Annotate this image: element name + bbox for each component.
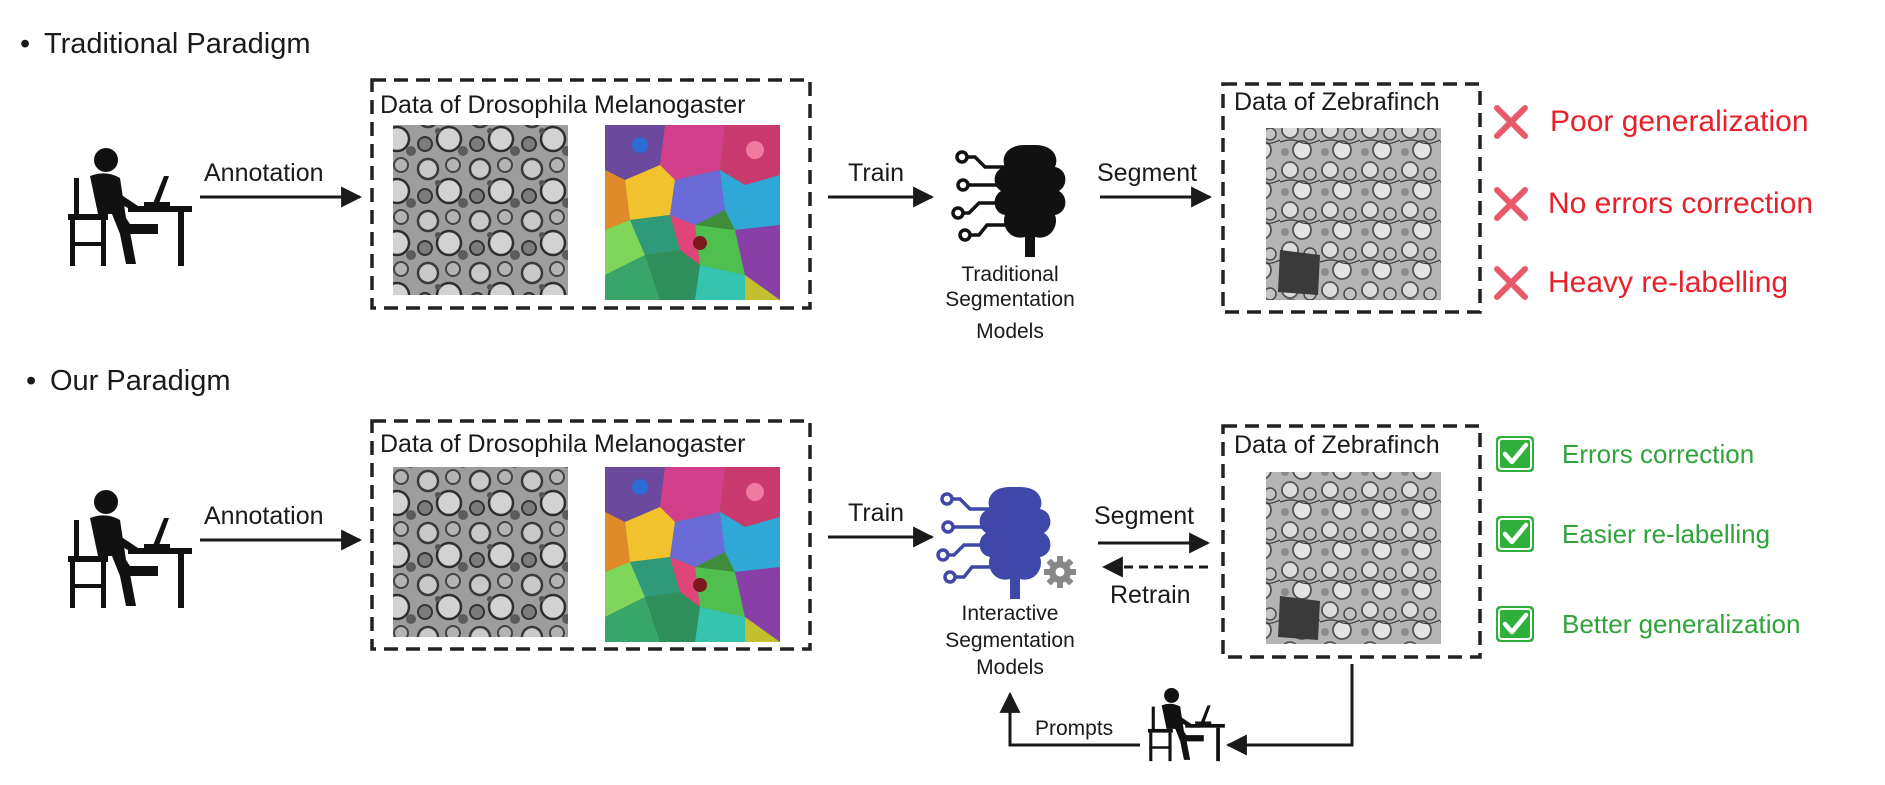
- train-label: Train: [848, 159, 904, 187]
- train-label: Train: [848, 499, 904, 527]
- em-dark-region: [1278, 250, 1320, 295]
- gear-icon: [1044, 556, 1076, 588]
- zebrafinch-data-title: Data of Zebrafinch: [1234, 431, 1440, 459]
- drosophila-data-title: Data of Drosophila Melanogaster: [380, 91, 745, 119]
- brain-circuit-icon: [951, 143, 1068, 259]
- benefit-3: Better generalization: [1562, 609, 1800, 639]
- brain-circuit-gear-icon: [936, 485, 1053, 601]
- model-caption-3: Models: [976, 320, 1044, 343]
- drosophila-data-title: Data of Drosophila Melanogaster: [380, 430, 745, 458]
- em-image: [393, 467, 568, 637]
- bullet: •: [20, 28, 30, 60]
- bullet: •: [26, 365, 36, 397]
- prompts-arrow: [999, 691, 1140, 747]
- checkmark-icon: [1496, 516, 1534, 552]
- our-heading: Our Paradigm: [50, 365, 231, 397]
- drosophila-data-box: [370, 78, 812, 310]
- annotation-label: Annotation: [204, 159, 324, 187]
- model-caption-3: Models: [976, 656, 1044, 679]
- cross-icon: [1497, 269, 1525, 297]
- zebrafinch-data-title: Data of Zebrafinch: [1234, 88, 1440, 116]
- segmentation-map: [605, 467, 780, 642]
- em-image: [393, 125, 568, 295]
- annotator-icon: [68, 490, 192, 608]
- model-caption-2: Segmentation: [945, 288, 1075, 311]
- annotator-icon: [68, 148, 192, 266]
- prompts-label: Prompts: [1035, 717, 1113, 740]
- retrain-label: Retrain: [1110, 581, 1191, 609]
- benefit-1: Errors correction: [1562, 439, 1754, 469]
- model-caption-2: Segmentation: [945, 629, 1075, 652]
- drosophila-data-box: [370, 419, 812, 651]
- drawback-1: Poor generalization: [1550, 105, 1809, 138]
- zebrafinch-data-box: [1221, 424, 1482, 659]
- feedback-arrow: [1225, 664, 1354, 756]
- segmentation-map: [605, 125, 780, 300]
- annotation-label: Annotation: [204, 502, 324, 530]
- segment-label: Segment: [1094, 502, 1194, 530]
- checkmark-icon: [1496, 606, 1534, 642]
- drawback-3: Heavy re-labelling: [1548, 266, 1788, 299]
- model-caption-1: Interactive: [962, 602, 1059, 625]
- cross-icon: [1497, 108, 1525, 136]
- segment-label: Segment: [1097, 159, 1197, 187]
- cross-icon: [1497, 190, 1525, 218]
- drawback-2: No errors correction: [1548, 187, 1813, 220]
- benefit-2: Easier re-labelling: [1562, 519, 1770, 549]
- em-dark-region: [1278, 596, 1320, 640]
- traditional-heading: Traditional Paradigm: [44, 28, 311, 60]
- checkmark-icon: [1496, 436, 1534, 472]
- model-caption-1: Traditional: [961, 263, 1058, 286]
- annotator-icon: [1148, 688, 1225, 762]
